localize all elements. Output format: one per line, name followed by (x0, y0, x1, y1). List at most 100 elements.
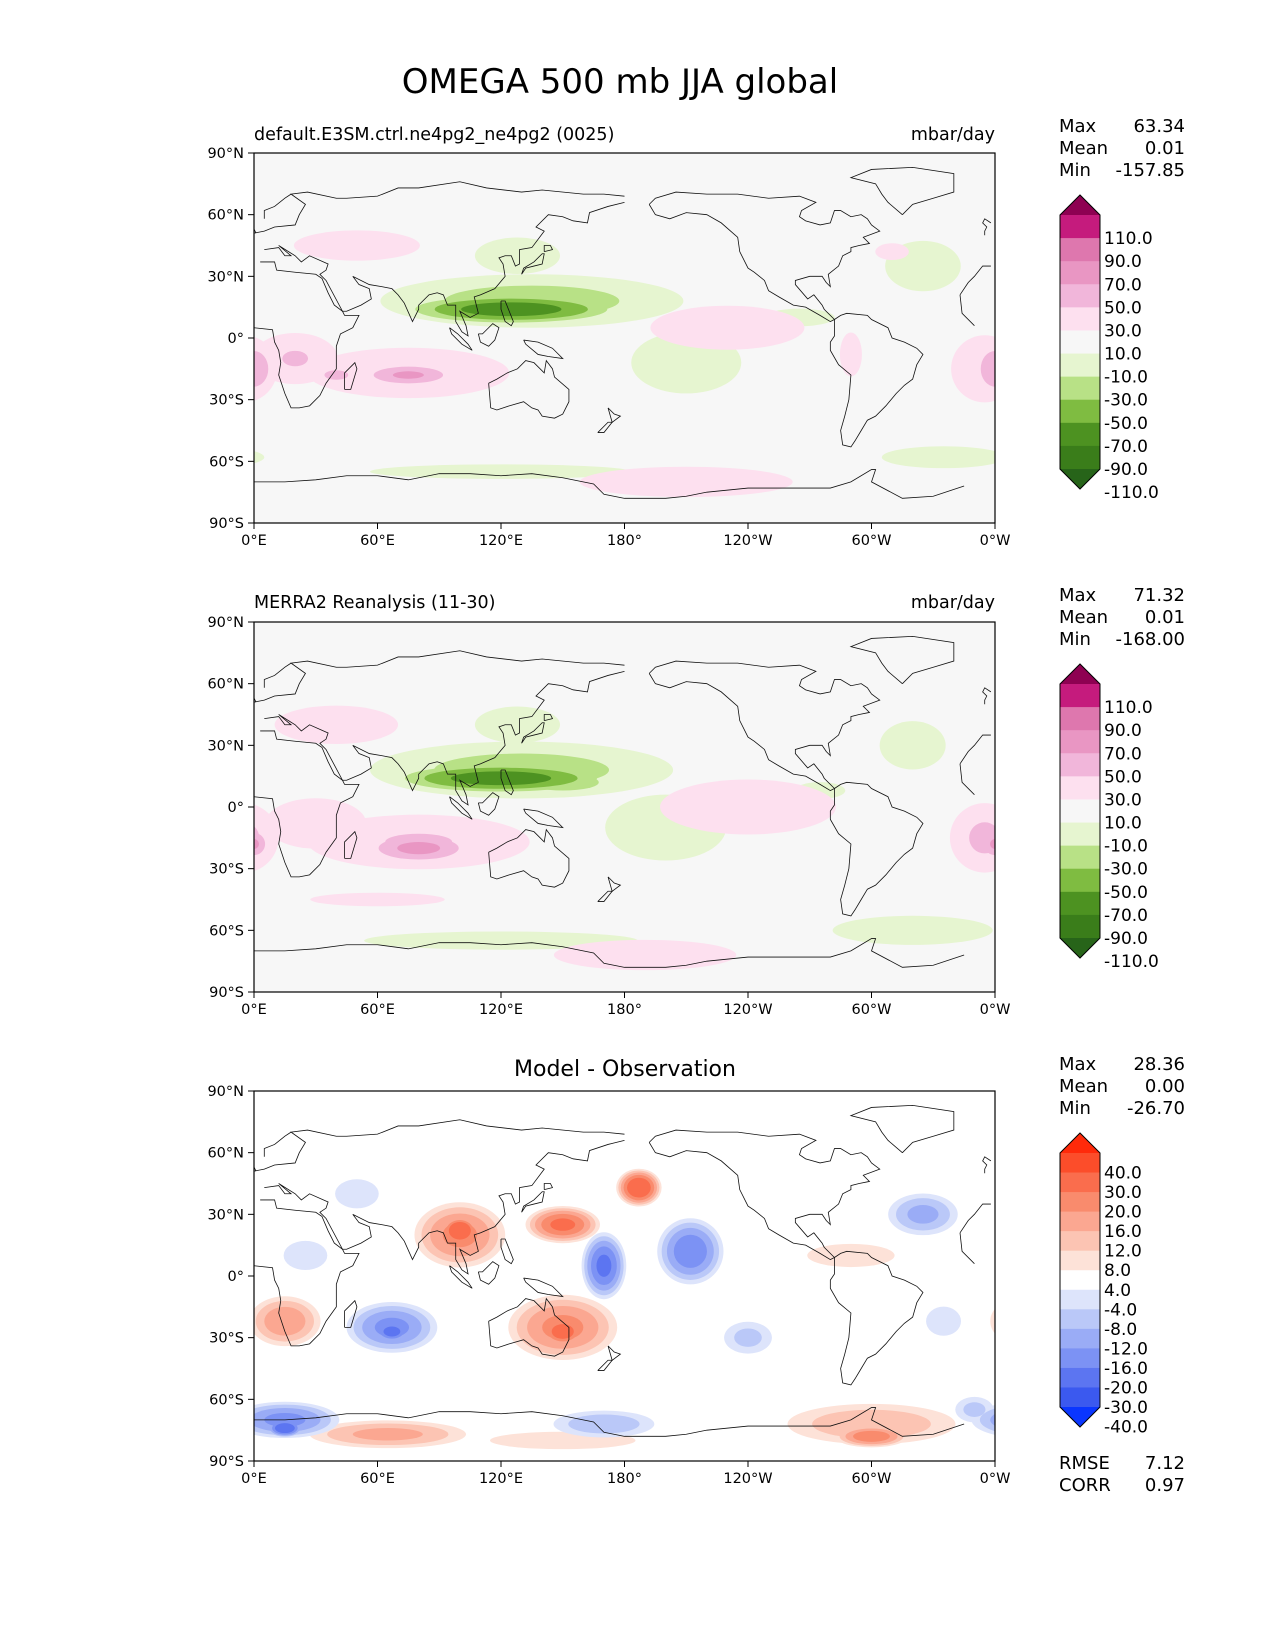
colorbar-segment (1060, 1192, 1100, 1213)
x-tick-label: 180° (607, 1471, 642, 1487)
contour-region (397, 842, 441, 855)
colorbar-tick-label: 30.0 (1104, 1183, 1142, 1203)
colorbar-tick-label: -50.0 (1104, 414, 1148, 434)
colorbar: 110.0 90.0 70.0 50.0 30.0 10.0 -10.0 -30.0 -50.0… (1059, 663, 1159, 972)
colorbar-segment (1060, 215, 1100, 239)
colorbar-tick-label: 30.0 (1104, 321, 1142, 341)
units-label: mbar/day (911, 593, 995, 613)
panel-title-center: Model - Observation (514, 1057, 736, 1082)
contour-region (650, 305, 805, 350)
panel-difference: Model - Observation 0°E 60°E 120°E 180° 120°… (207, 1054, 1185, 1496)
x-tick-label: 60°E (360, 533, 395, 549)
contour-region (553, 939, 737, 971)
stat-value: 63.34 (1133, 116, 1185, 137)
x-tick-label: 0°W (980, 1002, 1011, 1018)
coastline (521, 722, 545, 744)
contour-region (352, 1428, 423, 1441)
x-tick-label: 60°W (851, 533, 891, 549)
coastline (607, 876, 622, 892)
colorbar-tick-label: 110.0 (1104, 229, 1153, 249)
coastline (982, 218, 992, 236)
colorbar-tick-label: 70.0 (1104, 744, 1142, 764)
coastline (254, 650, 625, 703)
colorbar-tick-label: 90.0 (1104, 252, 1142, 272)
x-tick-label: 60°E (360, 1471, 395, 1487)
stat-value: -26.70 (1127, 1098, 1185, 1119)
contour-region (283, 1240, 328, 1270)
colorbar-tick-label: 4.0 (1104, 1281, 1131, 1301)
contour-region (807, 1243, 895, 1268)
contour-region (596, 1254, 612, 1277)
contour-region (881, 446, 995, 469)
x-tick-label: 0°E (241, 533, 267, 549)
colorbar-segment (1060, 707, 1100, 731)
coastline (449, 1265, 473, 1289)
x-tick-label: 120°E (479, 1002, 523, 1018)
y-tick-label: 60°S (209, 923, 244, 939)
coastline (597, 1359, 613, 1371)
contour-region (980, 351, 995, 387)
y-tick-label: 90°N (207, 146, 244, 162)
coastline (254, 730, 360, 878)
colorbar-tick-label: 90.0 (1104, 721, 1142, 741)
stats-block: Max 63.34 Mean 0.01 Min -157.85 (1059, 116, 1185, 181)
colorbar-segment (1060, 1309, 1100, 1330)
colorbar-segment (1060, 445, 1100, 470)
y-tick-label: 30°S (209, 862, 244, 878)
y-tick-label: 30°S (209, 1331, 244, 1347)
colorbar-segment (1060, 1231, 1100, 1252)
stat-value: -157.85 (1116, 160, 1185, 181)
y-tick-label: 30°N (207, 269, 244, 285)
contour-region (812, 1409, 931, 1439)
panel-title-left: MERRA2 Reanalysis (11-30) (254, 593, 496, 613)
coastline (597, 890, 613, 902)
stat-label: CORR (1059, 1475, 1111, 1496)
stat-value: 28.36 (1133, 1054, 1185, 1075)
colorbar-tick-label: -20.0 (1104, 1378, 1148, 1398)
coastline (607, 407, 622, 423)
contour-region (951, 335, 995, 403)
contour-region (392, 371, 424, 379)
figure-title: OMEGA 500 mb JJA global (402, 62, 838, 102)
colorbar-segment (1060, 891, 1100, 916)
contour-region (370, 464, 632, 479)
colorbar-segment (1060, 845, 1100, 870)
colorbar-tick-label: -110.0 (1104, 952, 1159, 972)
coastline (254, 261, 360, 409)
contour-region (963, 1402, 986, 1417)
y-tick-label: 30°N (207, 1207, 244, 1223)
contour-region (879, 721, 946, 770)
contour-region (990, 839, 995, 849)
colorbar-tick-label: -30.0 (1104, 860, 1148, 880)
y-tick-label: 60°N (207, 677, 244, 693)
y-tick-label: 30°S (209, 393, 244, 409)
colorbar-segment (1060, 1348, 1100, 1369)
y-tick-label: 90°N (207, 615, 244, 631)
colorbar-tick-label: -90.0 (1104, 929, 1148, 949)
coastline (959, 1232, 975, 1264)
y-tick-label: 90°S (209, 516, 244, 532)
colorbar-extend-max (1060, 195, 1100, 215)
colorbar-segment (1060, 399, 1100, 424)
contour-region (310, 892, 445, 907)
coastline (624, 1407, 965, 1437)
colorbar-segment (1060, 776, 1100, 800)
coastline (254, 942, 625, 968)
colorbar-segment (1060, 238, 1100, 262)
colorbar-segment (1060, 1172, 1100, 1193)
axis-ticks: 0°E 60°E 120°E 180° 120°W 60°W 0°W 90°N 60°N 30°N… (207, 146, 1010, 549)
coastline (344, 1299, 358, 1328)
coastline (959, 1203, 991, 1234)
contour-region (383, 1326, 401, 1337)
contour-region (254, 839, 259, 849)
coastline (523, 808, 564, 829)
colorbar-tick-label: 12.0 (1104, 1242, 1142, 1262)
coastline (344, 361, 358, 390)
stat-label: Mean (1059, 1076, 1108, 1097)
colorbar-segment (1060, 376, 1100, 401)
coastline (344, 830, 358, 859)
colorbar-tick-label: 110.0 (1104, 698, 1153, 718)
coastline (254, 1199, 360, 1347)
coastline (543, 245, 554, 253)
coastline (477, 1261, 500, 1285)
